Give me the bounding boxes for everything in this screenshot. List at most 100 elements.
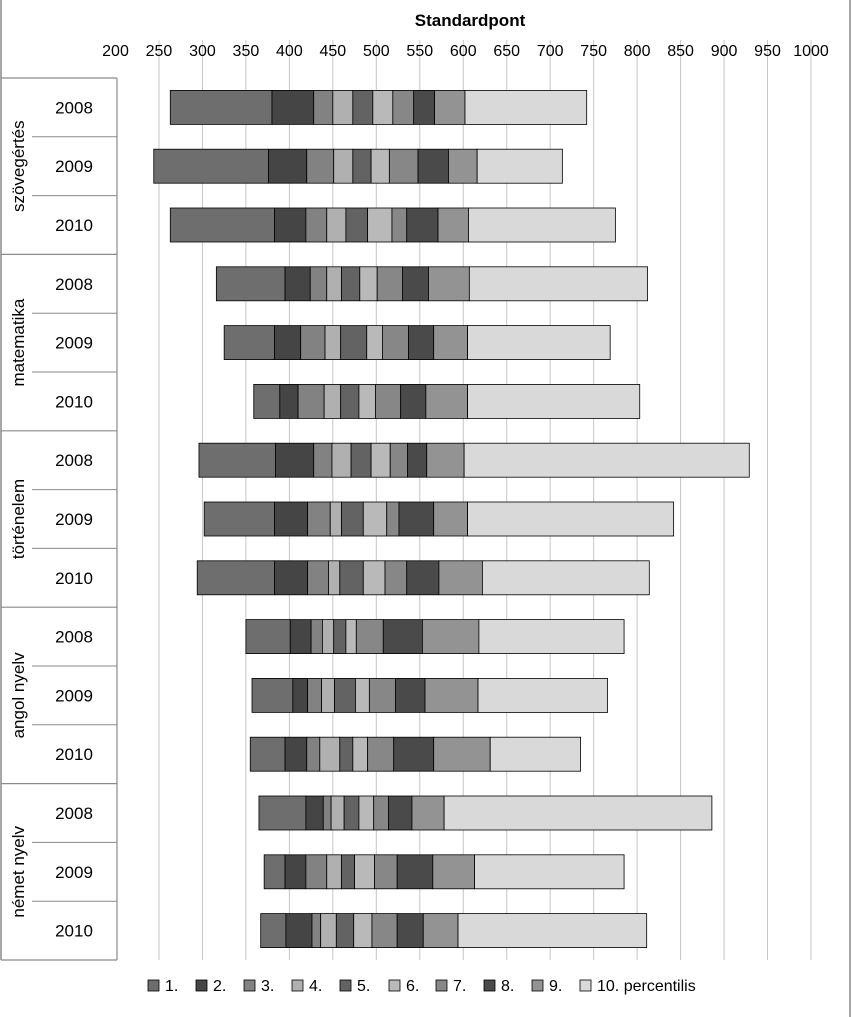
bar-segment bbox=[313, 442, 333, 478]
x-tick-label: 450 bbox=[319, 43, 346, 60]
bar-segment bbox=[421, 619, 480, 654]
x-tick-label: 800 bbox=[624, 43, 651, 60]
bar-segment bbox=[386, 501, 400, 537]
bar-segment bbox=[359, 266, 378, 302]
bar-segment bbox=[260, 913, 287, 948]
bar-segment bbox=[438, 560, 483, 596]
year-label: 2009 bbox=[55, 334, 93, 353]
bar-segment bbox=[382, 619, 423, 654]
bar-segment bbox=[388, 795, 413, 831]
bar-segment bbox=[339, 560, 364, 596]
bar-segment bbox=[424, 678, 479, 713]
x-tick-label: 500 bbox=[363, 43, 390, 60]
year-label: 2010 bbox=[55, 569, 93, 588]
bar-segment bbox=[322, 795, 332, 831]
bar-segment bbox=[367, 207, 393, 243]
bar-segment bbox=[476, 148, 563, 184]
bar-segment bbox=[489, 736, 582, 772]
bar-segment bbox=[389, 442, 409, 478]
legend-swatch bbox=[147, 979, 160, 992]
legend-swatch bbox=[339, 979, 352, 992]
bar-segment bbox=[341, 266, 361, 302]
bar-segment bbox=[306, 736, 321, 772]
bar-segment bbox=[467, 501, 675, 537]
bar-segment bbox=[326, 266, 342, 302]
year-label: 2009 bbox=[55, 686, 93, 705]
bar-segment bbox=[422, 913, 459, 948]
legend-label: 3. bbox=[261, 978, 274, 995]
bar-segment bbox=[323, 383, 342, 419]
bar-segment bbox=[362, 501, 388, 537]
bar-segment bbox=[333, 148, 354, 184]
bar-segment bbox=[352, 148, 372, 184]
year-label: 2010 bbox=[55, 922, 93, 941]
bar-segment bbox=[331, 442, 352, 478]
legend: 1. 2. 3. 4. 5. 6. 7. 8. 9. 10. percentilis bbox=[147, 978, 696, 995]
subject-label: történelem bbox=[9, 479, 28, 559]
bar-segment bbox=[366, 325, 383, 361]
year-label: 2010 bbox=[55, 392, 93, 411]
x-tick-label: 200 bbox=[102, 43, 129, 60]
bar-segment bbox=[392, 90, 415, 125]
bar-segment bbox=[464, 90, 588, 125]
bar-segment bbox=[322, 619, 335, 654]
bar-segment bbox=[372, 90, 394, 125]
bar-segment bbox=[433, 501, 468, 537]
bar-segment bbox=[153, 148, 269, 184]
bar-segment bbox=[411, 795, 445, 831]
bar-segment bbox=[345, 619, 357, 654]
bar-segment bbox=[268, 148, 308, 184]
bar-segment bbox=[343, 795, 360, 831]
bar-segment bbox=[292, 678, 309, 713]
bar-segment bbox=[279, 383, 299, 419]
bar-segment bbox=[284, 854, 307, 890]
bar-segment bbox=[305, 795, 324, 831]
bar-segment bbox=[215, 266, 286, 302]
bar-segment bbox=[417, 148, 449, 184]
year-label: 2008 bbox=[55, 275, 93, 294]
bar-segment bbox=[274, 207, 307, 243]
bar-segment bbox=[355, 678, 370, 713]
bar-segment bbox=[433, 325, 468, 361]
bar-segment bbox=[373, 795, 389, 831]
bar-segment bbox=[198, 442, 276, 478]
bar-segment bbox=[307, 678, 322, 713]
bar-segment bbox=[395, 678, 426, 713]
bar-segment bbox=[223, 325, 275, 361]
legend-swatch bbox=[388, 979, 401, 992]
x-tick-label: 700 bbox=[537, 43, 564, 60]
bar-segment bbox=[307, 501, 331, 537]
bar-segment bbox=[352, 90, 374, 125]
bar-segment bbox=[413, 90, 435, 125]
bar-segment bbox=[434, 90, 466, 125]
legend-label: 1. bbox=[165, 978, 178, 995]
bar-segment bbox=[328, 560, 341, 596]
bar-segment bbox=[433, 736, 491, 772]
legend-label: 5. bbox=[357, 978, 370, 995]
bar-segment bbox=[285, 913, 313, 948]
bar-segment bbox=[478, 619, 625, 654]
bar-segment bbox=[467, 383, 641, 419]
bar-segment bbox=[428, 266, 470, 302]
x-tick-label: 250 bbox=[146, 43, 173, 60]
year-label: 2010 bbox=[55, 745, 93, 764]
bar-segment bbox=[274, 325, 302, 361]
legend-swatch bbox=[531, 979, 544, 992]
bar-segment bbox=[253, 383, 281, 419]
bar-segment bbox=[370, 442, 391, 478]
bar-segment bbox=[324, 325, 342, 361]
bar-segment bbox=[284, 266, 311, 302]
bar-segment bbox=[245, 619, 291, 654]
legend-swatch bbox=[435, 979, 448, 992]
category-labels: szövegértés 2008 2009 2010 matematika 2008 200… bbox=[9, 98, 93, 940]
bar-segment bbox=[305, 207, 328, 243]
bar-segment bbox=[463, 442, 750, 478]
bar-segment bbox=[352, 736, 369, 772]
year-label: 2008 bbox=[55, 804, 93, 823]
bar-segment bbox=[326, 207, 347, 243]
bar-segment bbox=[340, 325, 368, 361]
bar-segment bbox=[432, 854, 475, 890]
bar-segment bbox=[358, 383, 376, 419]
subject-label: matematika bbox=[9, 298, 28, 386]
